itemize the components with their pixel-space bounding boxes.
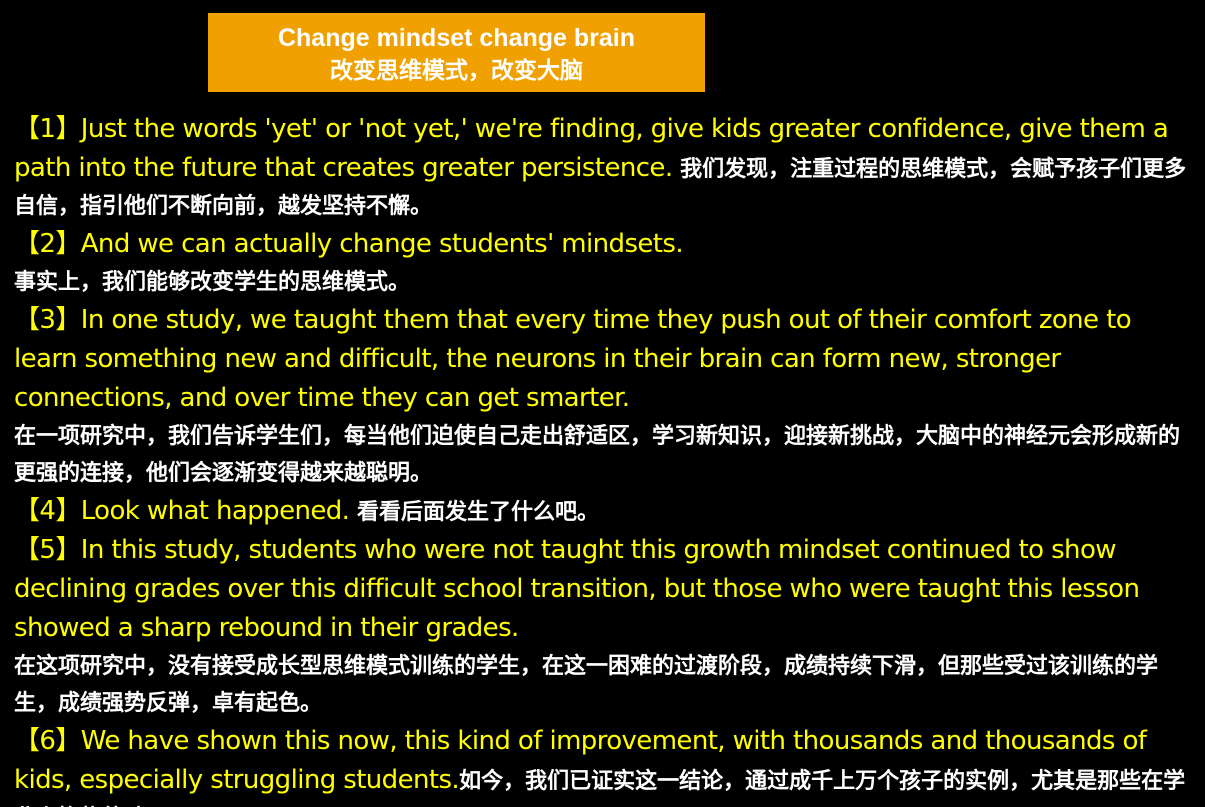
title-english: Change mindset change brain [277,23,635,52]
paragraph-6: 【6】We have shown this now, this kind of … [14,723,1200,807]
chinese-translation: 看看后面发生了什么吧。 [356,500,599,525]
paragraph-3: 【3】In one study, we taught them that eve… [14,302,1200,493]
bilingual-text-body: 【1】Just the words 'yet' or 'not yet,' we… [14,111,1200,807]
paragraph-4: 【4】Look what happened. 看看后面发生了什么吧。 [14,493,1200,532]
paragraph-number: 【6】 [14,726,81,756]
paragraph-1: 【1】Just the words 'yet' or 'not yet,' we… [14,111,1200,226]
chinese-translation: 我们发现，注重过程的思维模式，会赋予孩子们更多自信，指引他们不断向前，越发坚持不… [14,157,1187,219]
title-banner: Change mindset change brain 改变思维模式，改变大脑 [208,13,705,92]
chinese-translation: 在这项研究中，没有接受成长型思维模式训练的学生，在这一困难的过渡阶段，成绩持续下… [14,654,1159,716]
paragraph-2: 【2】And we can actually change students' … [14,226,1200,302]
title-chinese: 改变思维模式，改变大脑 [330,57,583,84]
english-sentence: We have shown this now, this kind of imp… [14,726,1147,795]
english-sentence: Just the words 'yet' or 'not yet,' we're… [14,114,1169,183]
chinese-translation: 事实上，我们能够改变学生的思维模式。 [14,270,411,295]
chinese-translation: 如今，我们已证实这一结论，通过成千上万个孩子的实例，尤其是那些在学业上挣扎的孩子… [14,769,1186,807]
english-sentence: In this study, students who were not tau… [14,535,1140,643]
paragraph-number: 【2】 [14,229,81,259]
paragraph-number: 【1】 [14,114,81,144]
paragraph-number: 【4】 [14,496,81,526]
paragraph-5: 【5】In this study, students who were not … [14,532,1200,723]
english-sentence: And we can actually change students' min… [80,229,684,259]
paragraph-number: 【5】 [14,535,81,565]
chinese-translation: 在一项研究中，我们告诉学生们，每当他们迫使自己走出舒适区，学习新知识，迎接新挑战… [14,424,1181,486]
english-sentence: Look what happened. [80,496,357,526]
paragraph-number: 【3】 [14,305,81,335]
english-sentence: In one study, we taught them that every … [14,305,1132,413]
